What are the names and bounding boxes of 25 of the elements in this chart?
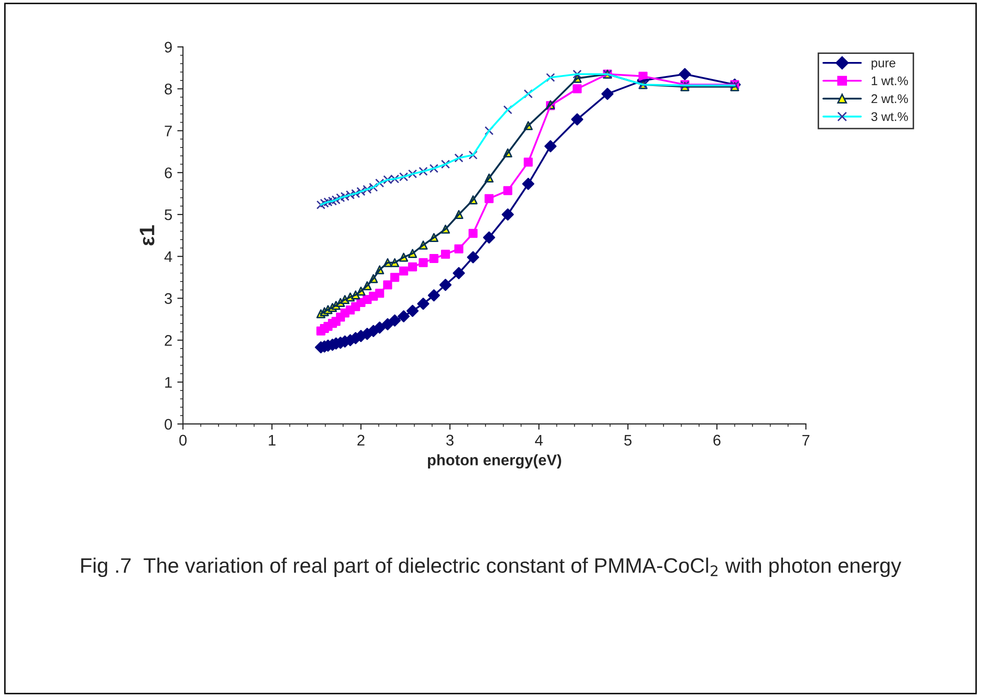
y-tick-label: 6 <box>164 167 172 178</box>
x-axis-title: photon energy(eV) <box>428 454 562 469</box>
y-tick-label: 1 <box>165 377 172 388</box>
y-axis-title: ε1 <box>140 225 154 246</box>
legend-label: 2 wt.% <box>872 94 908 104</box>
x-tick-label: 4 <box>535 434 543 446</box>
y-tick-label: 8 <box>164 84 172 94</box>
y-tick-label: 2 <box>164 335 172 346</box>
y-tick-label: 4 <box>164 251 172 262</box>
legend-label: pure <box>872 60 896 70</box>
y-tick-label: 9 <box>164 42 172 53</box>
x-tick-label: 1 <box>268 434 276 446</box>
x-tick-label: 2 <box>357 434 364 446</box>
x-tick-label: 3 <box>446 434 454 446</box>
text: Fig .7 The variation of real part of dielectric constant of PMMA-CoCl$_{2}$ with photon energy <box>81 558 902 578</box>
y-tick-label: 0 <box>164 418 172 430</box>
legend-label: 3 wt.% <box>871 112 908 122</box>
x-tick-label: 0 <box>179 434 187 446</box>
y-tick-label: 7 <box>164 126 172 136</box>
y-tick-label: 3 <box>164 293 172 304</box>
x-tick-label: 5 <box>624 434 632 446</box>
legend-label: 1 wt.% <box>872 76 908 86</box>
x-tick-label: 7 <box>802 434 810 446</box>
x-tick-label: 6 <box>713 434 720 446</box>
y-tick-label: 5 <box>164 210 172 220</box>
